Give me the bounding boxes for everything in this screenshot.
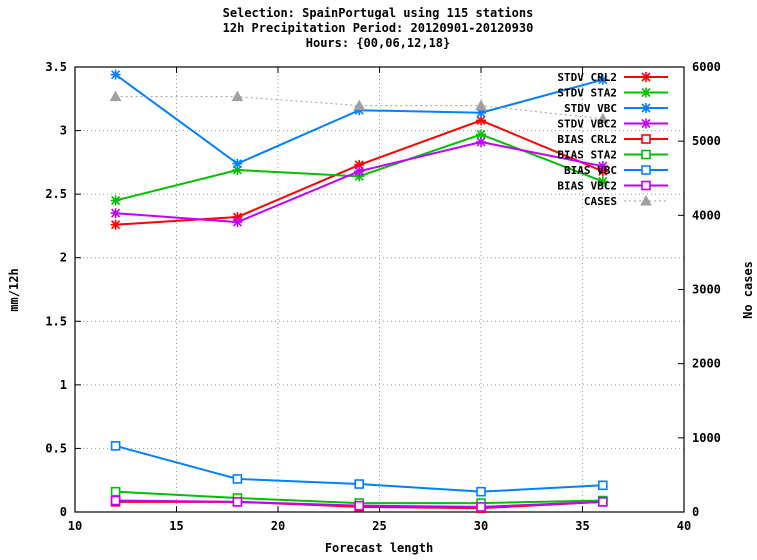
data-point-stdv-vbc2 <box>354 166 365 177</box>
y2-tick-label: 3000 <box>692 283 721 297</box>
data-point-cases <box>475 99 487 111</box>
legend-label: BIAS CRL2 <box>557 133 617 146</box>
legend-label: BIAS VBC2 <box>557 180 617 193</box>
data-point-stdv-sta2 <box>110 195 121 206</box>
legend-item-cases: CASES <box>584 194 668 208</box>
y2-axis-title: No cases <box>741 261 755 319</box>
data-point-stdv-sta2 <box>597 176 608 187</box>
legend-label: STDV CRL2 <box>557 71 617 84</box>
y2-tick-label: 2000 <box>692 357 721 371</box>
legend-marker <box>641 87 651 98</box>
legend: STDV CRL2 STDV STA2 STDV VBC STDV VBC2 BIAS … <box>557 71 668 208</box>
legend-item-stdv-sta2: STDV STA2 <box>557 87 668 100</box>
y-tick-label: 0.5 <box>45 441 67 455</box>
legend-marker <box>640 194 652 206</box>
y2-tick-label: 0 <box>692 505 699 519</box>
y-axis-title: mm/12h <box>7 268 21 311</box>
y2-tick-label: 4000 <box>692 208 721 222</box>
legend-item-stdv-crl2: STDV CRL2 <box>557 71 668 84</box>
y2-tick-label: 1000 <box>692 431 721 445</box>
legend-label: BIAS STA2 <box>557 149 617 162</box>
legend-label: CASES <box>584 195 617 208</box>
legend-item-stdv-vbc: STDV VBC <box>564 102 668 115</box>
y-tick-label: 0 <box>60 505 67 519</box>
legend-marker <box>641 134 651 144</box>
chart-title-line-1: Selection: SpainPortugal using 115 stati… <box>223 6 534 20</box>
series-line-stdv-vbc <box>115 73 604 165</box>
y-tick-label: 2 <box>60 251 67 265</box>
data-point-stdv-vbc2 <box>232 217 243 228</box>
data-point-cases <box>109 90 122 102</box>
y-tick-label: 2.5 <box>45 187 67 201</box>
data-point-cases <box>353 99 366 111</box>
data-point-bias-vbc <box>597 480 608 491</box>
x-tick-label: 15 <box>169 519 183 533</box>
data-point-stdv-vbc <box>110 69 121 80</box>
x-tick-label: 30 <box>474 519 488 533</box>
legend-marker <box>641 180 651 191</box>
x-tick-label: 40 <box>677 519 691 533</box>
legend-marker <box>641 149 651 160</box>
series-cases <box>109 90 609 124</box>
legend-label: STDV STA2 <box>557 87 617 100</box>
data-point-cases <box>231 90 244 102</box>
x-tick-label: 10 <box>68 519 82 533</box>
y2-tick-label: 6000 <box>692 60 721 74</box>
data-point-bias-vbc <box>354 479 365 489</box>
legend-marker <box>641 165 651 175</box>
y-tick-label: 3.5 <box>45 60 67 74</box>
legend-label: STDV VBC2 <box>557 118 617 131</box>
legend-item-bias-vbc: BIAS VBC <box>564 164 668 177</box>
y-tick-label: 1 <box>60 378 67 392</box>
series-stdv-vbc2 <box>110 137 608 228</box>
data-point-bias-vbc2 <box>597 497 608 507</box>
data-point-bias-vbc <box>476 486 486 497</box>
x-tick-label: 35 <box>575 519 589 533</box>
data-point-bias-vbc2 <box>110 495 121 506</box>
legend-label: BIAS VBC <box>564 164 617 177</box>
legend-marker <box>641 72 651 82</box>
data-point-cases <box>596 112 609 124</box>
data-point-stdv-vbc2 <box>476 137 486 148</box>
data-point-bias-vbc2 <box>232 497 243 507</box>
data-point-bias-vbc <box>232 474 243 484</box>
legend-item-bias-vbc2: BIAS VBC2 <box>557 180 668 193</box>
data-point-stdv-vbc <box>232 158 243 169</box>
series-stdv-vbc <box>110 69 608 169</box>
axis-ticks: 10 15 20 25 30 35 4000.511.522.533.50100020003… <box>45 60 721 533</box>
series-bias-vbc <box>110 441 608 497</box>
x-tick-label: 25 <box>372 519 386 533</box>
data-point-bias-vbc2 <box>476 502 486 512</box>
series-bias-vbc2 <box>110 495 608 512</box>
chart-title-line-2: 12h Precipitation Period: 20120901-20120… <box>223 21 534 35</box>
series <box>109 69 609 513</box>
data-point-stdv-vbc2 <box>110 208 121 219</box>
x-axis-title: Forecast length <box>325 541 433 555</box>
legend-item-bias-sta2: BIAS STA2 <box>557 149 668 162</box>
y-tick-label: 1.5 <box>45 314 67 328</box>
data-point-bias-sta2 <box>110 486 121 497</box>
legend-label: STDV VBC <box>564 102 617 115</box>
legend-item-bias-crl2: BIAS CRL2 <box>557 133 668 146</box>
chart-title: Selection: SpainPortugal using 115 stati… <box>223 6 534 50</box>
x-tick-label: 20 <box>271 519 285 533</box>
series-line-cases <box>115 96 603 120</box>
data-point-stdv-crl2 <box>110 219 121 230</box>
chart-title-line-3: Hours: {00,06,12,18} <box>306 36 451 50</box>
data-point-stdv-vbc2 <box>597 161 608 172</box>
legend-item-stdv-vbc2: STDV VBC2 <box>557 118 668 131</box>
legend-marker <box>641 103 651 113</box>
grid <box>75 67 684 512</box>
data-point-stdv-vbc <box>597 74 608 85</box>
data-point-bias-vbc <box>110 441 121 451</box>
y2-tick-label: 5000 <box>692 134 721 148</box>
y-tick-label: 3 <box>60 124 67 138</box>
data-point-bias-vbc2 <box>354 500 365 511</box>
legend-marker <box>641 118 651 129</box>
